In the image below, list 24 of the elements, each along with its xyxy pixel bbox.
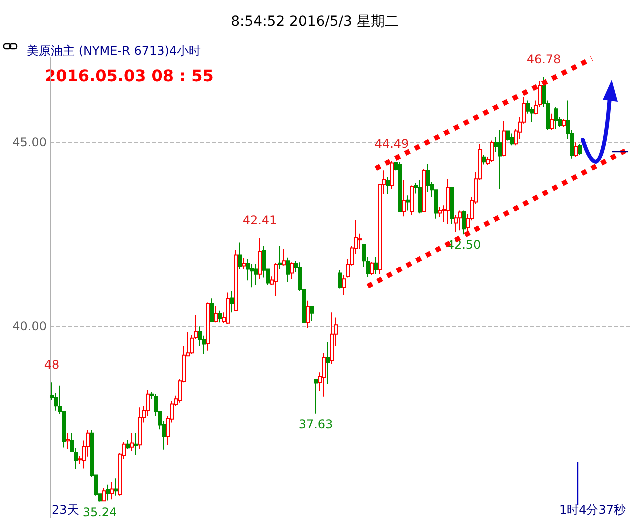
annotation: 2016.05.03 08 : 55 (45, 66, 214, 86)
chart-subtitle: 美原油主 (NYME-R 6713)4小时 (27, 44, 202, 58)
annotation: 23天 (52, 503, 80, 517)
candlestick (306, 300, 310, 329)
candlestick (386, 176, 390, 196)
annotation: 48 (44, 358, 60, 372)
candlestick (114, 478, 118, 496)
y-tick-label: 45.00 (12, 136, 47, 150)
annotation: 35.24 (82, 505, 118, 518)
annotation: 42.41 (242, 213, 278, 228)
annotation: 1时4分37秒 (559, 503, 626, 517)
chart-title: 8:54:52 2016/5/3 星期二 (231, 14, 399, 30)
candlestick (110, 482, 114, 500)
annotation: 44.49 (374, 136, 410, 151)
y-tick-label: 40.00 (12, 320, 47, 334)
annotation: 37.63 (298, 417, 334, 432)
candlestick (326, 342, 330, 385)
candlestick (498, 130, 502, 190)
candlestick (230, 290, 234, 314)
candlestick (426, 163, 430, 193)
candlestick (134, 432, 138, 456)
candlestick (66, 432, 70, 450)
annotation: 46.78 (526, 52, 562, 67)
candlestick (446, 178, 450, 224)
